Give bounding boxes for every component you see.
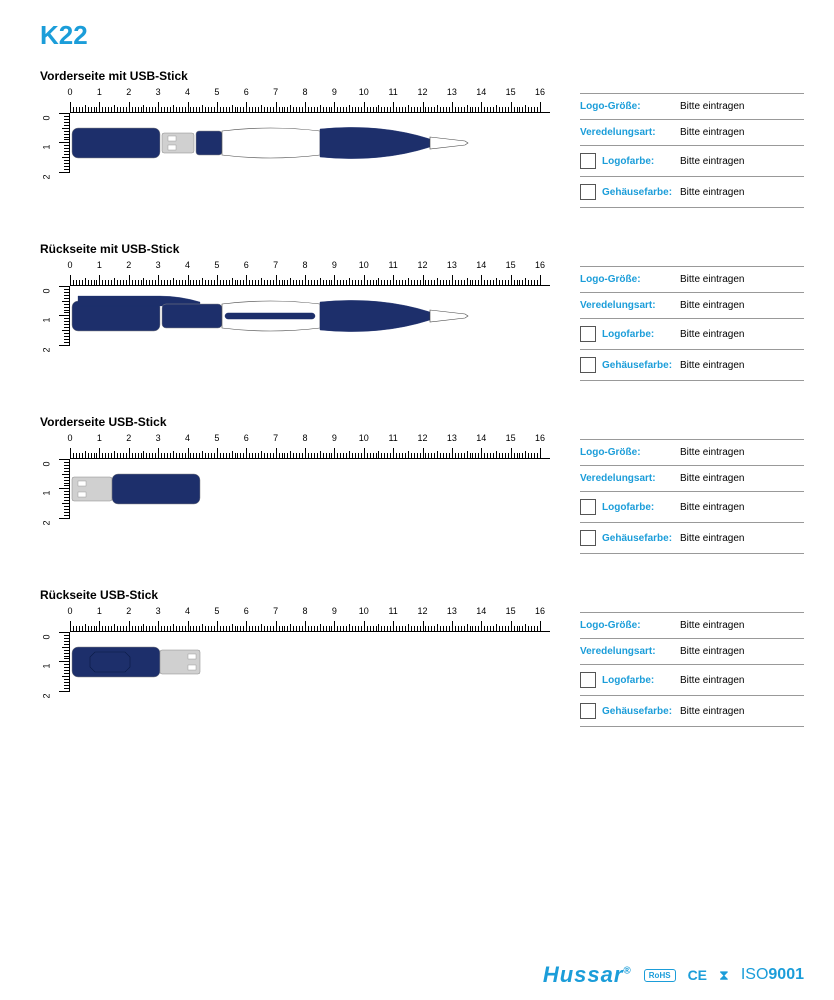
spec-value[interactable]: Bitte eintragen [680,187,745,198]
spec-row: Logofarbe:Bitte eintragen [580,664,804,695]
color-swatch[interactable] [580,326,596,342]
spec-value[interactable]: Bitte eintragen [680,329,745,340]
color-swatch[interactable] [580,672,596,688]
spec-label: Logofarbe: [602,329,680,340]
spec-label: Logo-Größe: [580,101,680,112]
spec-label: Veredelungsart: [580,646,680,657]
spec-value[interactable]: Bitte eintragen [680,646,745,657]
spec-value[interactable]: Bitte eintragen [680,447,745,458]
spec-value[interactable]: Bitte eintragen [680,502,745,513]
spec-row: Gehäusefarbe:Bitte eintragen [580,522,804,554]
spec-value[interactable]: Bitte eintragen [680,533,745,544]
spec-label: Veredelungsart: [580,473,680,484]
section-title: Vorderseite USB-Stick [40,415,550,429]
spec-table: Logo-Größe:Bitte eintragenVeredelungsart… [580,588,804,727]
spec-label: Gehäusefarbe: [602,533,680,544]
spec-row: Logofarbe:Bitte eintragen [580,491,804,522]
spec-label: Logo-Größe: [580,447,680,458]
spec-section: Vorderseite USB-Stick 0123456789101112131… [40,415,804,554]
spec-value[interactable]: Bitte eintragen [680,300,745,311]
vertical-ruler: 012 [40,632,70,692]
product-code: K22 [40,20,804,51]
spec-label: Logo-Größe: [580,620,680,631]
product-diagram [70,113,550,173]
spec-label: Gehäusefarbe: [602,187,680,198]
color-swatch[interactable] [580,703,596,719]
color-swatch[interactable] [580,357,596,373]
spec-section: Rückseite USB-Stick 012345678910111213141… [40,588,804,727]
spec-table: Logo-Größe:Bitte eintragenVeredelungsart… [580,415,804,554]
rohs-badge: RoHS [644,969,676,982]
iso-cert: ISO9001 [741,966,804,984]
horizontal-ruler: 012345678910111213141516 [70,262,550,286]
spec-table: Logo-Größe:Bitte eintragenVeredelungsart… [580,242,804,381]
spec-value[interactable]: Bitte eintragen [680,274,745,285]
section-title: Rückseite mit USB-Stick [40,242,550,256]
spec-row: Gehäusefarbe:Bitte eintragen [580,176,804,208]
spec-row: Logofarbe:Bitte eintragen [580,318,804,349]
spec-label: Gehäusefarbe: [602,706,680,717]
section-title: Rückseite USB-Stick [40,588,550,602]
spec-value[interactable]: Bitte eintragen [680,101,745,112]
spec-value[interactable]: Bitte eintragen [680,620,745,631]
vertical-ruler: 012 [40,286,70,346]
spec-row: Veredelungsart:Bitte eintragen [580,638,804,664]
spec-row: Logo-Größe:Bitte eintragen [580,439,804,465]
spec-value[interactable]: Bitte eintragen [680,675,745,686]
spec-section: Rückseite mit USB-Stick 01234567891011121… [40,242,804,381]
spec-row: Veredelungsart:Bitte eintragen [580,465,804,491]
spec-section: Vorderseite mit USB-Stick 012345678910111… [40,69,804,208]
spec-table: Logo-Größe:Bitte eintragenVeredelungsart… [580,69,804,208]
spec-row: Logofarbe:Bitte eintragen [580,145,804,176]
spec-label: Logo-Größe: [580,274,680,285]
brand-logo: Hussar® [543,962,632,988]
color-swatch[interactable] [580,530,596,546]
product-diagram [70,632,550,692]
spec-label: Logofarbe: [602,156,680,167]
spec-value[interactable]: Bitte eintragen [680,127,745,138]
spec-label: Veredelungsart: [580,300,680,311]
spec-label: Logofarbe: [602,502,680,513]
spec-label: Gehäusefarbe: [602,360,680,371]
horizontal-ruler: 012345678910111213141516 [70,435,550,459]
vertical-ruler: 012 [40,459,70,519]
spec-row: Logo-Größe:Bitte eintragen [580,93,804,119]
vertical-ruler: 012 [40,113,70,173]
spec-row: Veredelungsart:Bitte eintragen [580,119,804,145]
spec-row: Gehäusefarbe:Bitte eintragen [580,695,804,727]
product-diagram [70,459,550,519]
horizontal-ruler: 012345678910111213141516 [70,608,550,632]
spec-row: Veredelungsart:Bitte eintragen [580,292,804,318]
footer: Hussar® RoHS CE ⧗ ISO9001 [543,962,804,988]
spec-row: Logo-Größe:Bitte eintragen [580,266,804,292]
hourglass-icon: ⧗ [719,967,729,984]
section-title: Vorderseite mit USB-Stick [40,69,550,83]
spec-row: Gehäusefarbe:Bitte eintragen [580,349,804,381]
product-diagram [70,286,550,346]
spec-row: Logo-Größe:Bitte eintragen [580,612,804,638]
color-swatch[interactable] [580,499,596,515]
color-swatch[interactable] [580,153,596,169]
spec-label: Veredelungsart: [580,127,680,138]
spec-value[interactable]: Bitte eintragen [680,156,745,167]
horizontal-ruler: 012345678910111213141516 [70,89,550,113]
spec-value[interactable]: Bitte eintragen [680,473,745,484]
spec-label: Logofarbe: [602,675,680,686]
spec-value[interactable]: Bitte eintragen [680,706,745,717]
color-swatch[interactable] [580,184,596,200]
spec-value[interactable]: Bitte eintragen [680,360,745,371]
ce-mark: CE [688,967,707,983]
